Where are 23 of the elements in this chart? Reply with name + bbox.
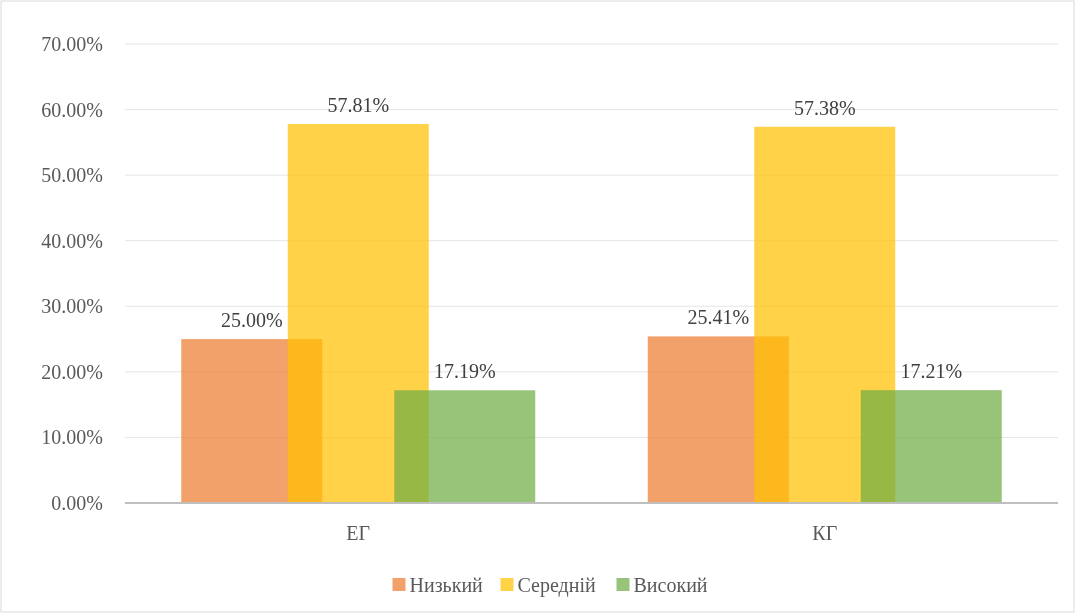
- bar: [287, 123, 429, 503]
- data-label: 17.21%: [900, 360, 963, 383]
- bar: [394, 390, 536, 503]
- y-tick-label: 30.00%: [41, 295, 103, 318]
- y-tick-label: 60.00%: [41, 98, 103, 121]
- y-tick-label: 70.00%: [41, 33, 103, 55]
- y-tick-label: 0.00%: [51, 492, 103, 514]
- x-tick-label: ЕГ: [346, 522, 371, 544]
- data-label: 25.00%: [220, 309, 283, 332]
- legend-label: Високий: [633, 574, 708, 596]
- bar: [754, 126, 896, 503]
- data-label: 57.81%: [327, 93, 390, 116]
- data-label: 57.38%: [793, 96, 856, 119]
- y-tick-label: 10.00%: [41, 426, 103, 449]
- legend-label: Низький: [409, 574, 484, 596]
- y-tick-label: 20.00%: [41, 360, 103, 383]
- data-label: 17.19%: [433, 360, 496, 383]
- data-label: 25.41%: [687, 306, 750, 329]
- x-tick-label: КГ: [812, 522, 838, 544]
- legend-label: Середній: [517, 574, 597, 597]
- bar: [860, 390, 1002, 503]
- y-tick-label: 50.00%: [41, 164, 103, 187]
- y-tick-label: 40.00%: [41, 229, 103, 252]
